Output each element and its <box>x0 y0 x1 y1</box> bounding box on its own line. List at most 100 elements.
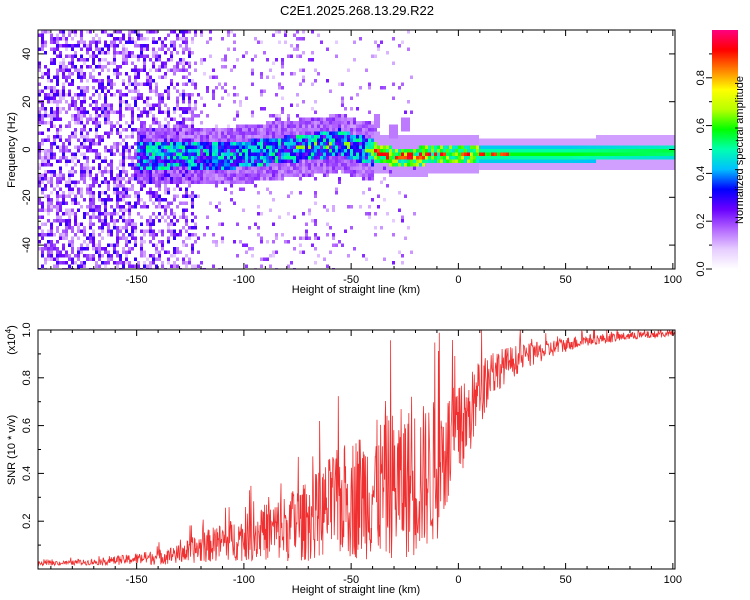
heatmap-cell <box>320 142 323 146</box>
heatmap-cell <box>140 44 143 48</box>
heatmap-cell <box>71 79 74 83</box>
heatmap-cell <box>284 138 287 142</box>
heatmap-cell <box>227 149 230 153</box>
heatmap-cell <box>539 145 542 149</box>
heatmap-cell <box>41 236 44 240</box>
heatmap-cell <box>227 124 230 128</box>
heatmap-cell <box>230 156 233 160</box>
heatmap-cell <box>41 247 44 251</box>
heatmap-cell <box>404 124 407 128</box>
heatmap-cell <box>245 149 248 153</box>
heatmap-cell <box>290 135 293 139</box>
heatmap-cell <box>611 159 614 163</box>
heatmap-cell <box>353 170 356 174</box>
heatmap-cell <box>128 149 131 153</box>
heatmap-cell <box>77 58 80 62</box>
heatmap-cell <box>149 58 152 62</box>
heatmap-cell <box>230 173 233 177</box>
heatmap-cell <box>71 261 74 265</box>
heatmap-cell <box>107 180 110 184</box>
heatmap-cell <box>479 159 482 163</box>
heatmap-cell <box>317 142 320 146</box>
heatmap-cell <box>368 156 371 160</box>
heatmap-cell <box>191 264 194 268</box>
heatmap-cell <box>122 79 125 83</box>
heatmap-cell <box>191 166 194 170</box>
heatmap-cell <box>401 138 404 142</box>
heatmap-cell <box>293 152 296 156</box>
heatmap-cell <box>128 79 131 83</box>
heatmap-cell <box>470 152 473 156</box>
heatmap-cell <box>179 107 182 111</box>
heatmap-cell <box>92 86 95 90</box>
heatmap-cell <box>86 65 89 69</box>
heatmap-cell <box>161 110 164 114</box>
heatmap-cell <box>245 145 248 149</box>
heatmap-cell <box>260 166 263 170</box>
heatmap-cell <box>251 138 254 142</box>
heatmap-cell <box>194 156 197 160</box>
heatmap-cell <box>338 135 341 139</box>
heatmap-cell <box>185 93 188 97</box>
heatmap-cell <box>188 100 191 104</box>
heatmap-cell <box>404 135 407 139</box>
heatmap-cell <box>134 82 137 86</box>
heatmap-cell <box>242 149 245 153</box>
heatmap-cell <box>116 233 119 237</box>
heatmap-cell <box>602 156 605 160</box>
heatmap-cell <box>155 247 158 251</box>
heatmap-cell <box>116 30 119 34</box>
heatmap-cell <box>275 135 278 139</box>
heatmap-cell <box>401 117 404 121</box>
heatmap-cell <box>392 61 395 65</box>
heatmap-cell <box>116 145 119 149</box>
heatmap-cell <box>38 47 41 51</box>
heatmap-cell <box>218 128 221 132</box>
heatmap-cell <box>104 261 107 265</box>
heatmap-cell <box>131 222 134 226</box>
heatmap-cell <box>365 135 368 139</box>
heatmap-cell <box>221 236 224 240</box>
heatmap-cell <box>218 135 221 139</box>
heatmap-cell <box>344 145 347 149</box>
heatmap-cell <box>167 173 170 177</box>
heatmap-cell <box>86 170 89 174</box>
heatmap-cell <box>392 145 395 149</box>
heatmap-cell <box>74 51 77 55</box>
heatmap-cell <box>266 166 269 170</box>
heatmap-cell <box>614 149 617 153</box>
heatmap-cell <box>167 229 170 233</box>
heatmap-cell <box>194 240 197 244</box>
heatmap-cell <box>410 75 413 79</box>
heatmap-cell <box>140 254 143 258</box>
heatmap-cell <box>191 201 194 205</box>
heatmap-cell <box>260 75 263 79</box>
heatmap-cell <box>170 173 173 177</box>
heatmap-cell <box>332 236 335 240</box>
heatmap-cell <box>50 198 53 202</box>
heatmap-cell <box>257 138 260 142</box>
heatmap-cell <box>278 40 281 44</box>
heatmap-cell <box>347 156 350 160</box>
heatmap-cell <box>275 142 278 146</box>
heatmap-cell <box>47 156 50 160</box>
heatmap-cell <box>188 79 191 83</box>
heatmap-cell <box>284 149 287 153</box>
heatmap-cell <box>122 33 125 37</box>
heatmap-cell <box>200 131 203 135</box>
heatmap-cell <box>173 135 176 139</box>
heatmap-cell <box>335 149 338 153</box>
heatmap-cell <box>68 264 71 268</box>
heatmap-cell <box>296 37 299 41</box>
heatmap-cell <box>263 135 266 139</box>
heatmap-cell <box>554 138 557 142</box>
heatmap-cell <box>197 156 200 160</box>
heatmap-cell <box>119 184 122 188</box>
heatmap-cell <box>173 86 176 90</box>
heatmap-cell <box>440 135 443 139</box>
heatmap-cell <box>545 156 548 160</box>
heatmap-cell <box>134 229 137 233</box>
heatmap-cell <box>122 233 125 237</box>
heatmap-cell <box>53 110 56 114</box>
heatmap-cell <box>269 254 272 258</box>
